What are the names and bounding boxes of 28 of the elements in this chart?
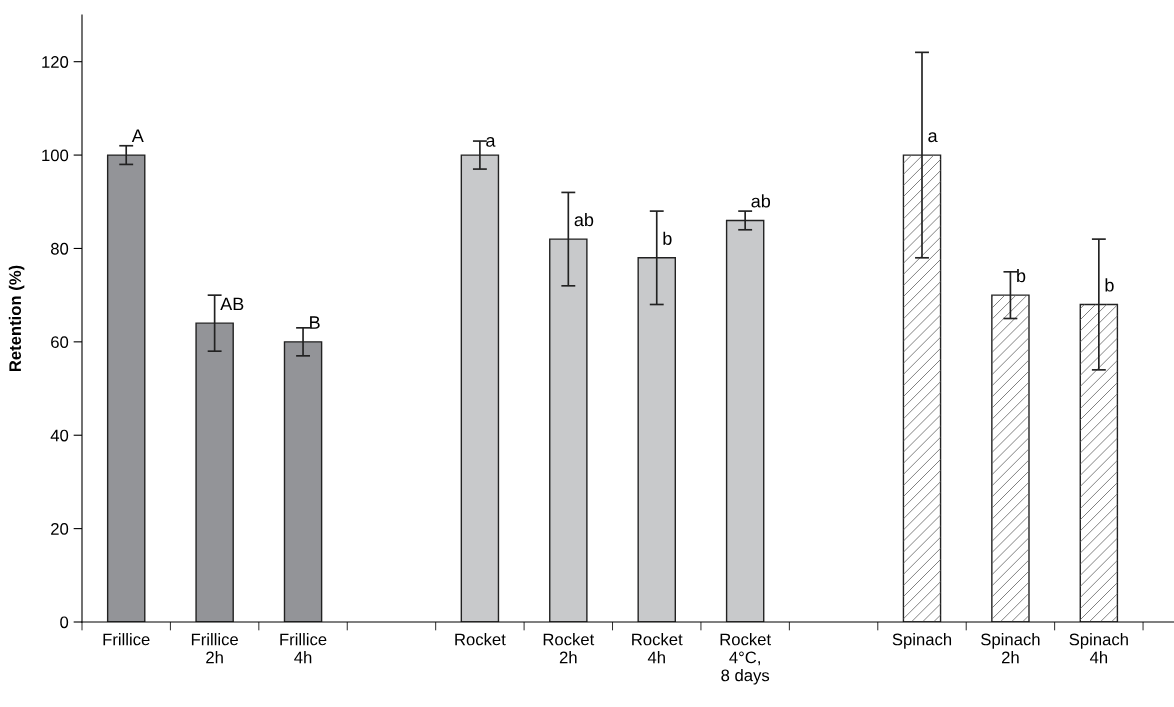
x-tick-label: Spinach xyxy=(892,633,952,649)
x-tick-label: Frillice 4h xyxy=(280,633,327,664)
x-tick-label: Spinach 4h xyxy=(1069,633,1128,664)
x-tick-label: Rocket 4°C, 8 days xyxy=(720,633,771,685)
y-tick-label: 40 xyxy=(50,429,69,442)
y-axis-title: Retention (%) xyxy=(8,265,25,372)
y-tick-label: 120 xyxy=(42,56,69,68)
y-tick-label: 80 xyxy=(50,242,69,255)
x-tick-label: Rocket 2h xyxy=(543,633,595,664)
y-tick-label: 100 xyxy=(42,149,69,162)
annotation: a xyxy=(928,132,938,143)
annotation: a xyxy=(486,136,496,147)
annotation: ab xyxy=(751,194,771,208)
annotation: A xyxy=(131,129,144,142)
x-tick-label: Frillice 2h xyxy=(191,633,238,664)
x-tick-label: Rocket 4h xyxy=(632,633,683,664)
annotation: b xyxy=(1105,278,1114,292)
annotation: AB xyxy=(220,297,244,311)
annotation: B xyxy=(310,316,320,329)
x-tick-label: Spinach 2h xyxy=(981,633,1040,664)
y-tick-label: 20 xyxy=(51,523,69,535)
y-tick-label: 0 xyxy=(60,616,69,629)
annotation: b xyxy=(1017,268,1026,283)
x-tick-label: Frillice xyxy=(103,633,150,646)
annotation: ab xyxy=(574,212,594,227)
y-tick-label: 60 xyxy=(51,336,69,349)
x-tick-label: Rocket xyxy=(455,633,506,646)
annotation: b xyxy=(663,231,672,245)
